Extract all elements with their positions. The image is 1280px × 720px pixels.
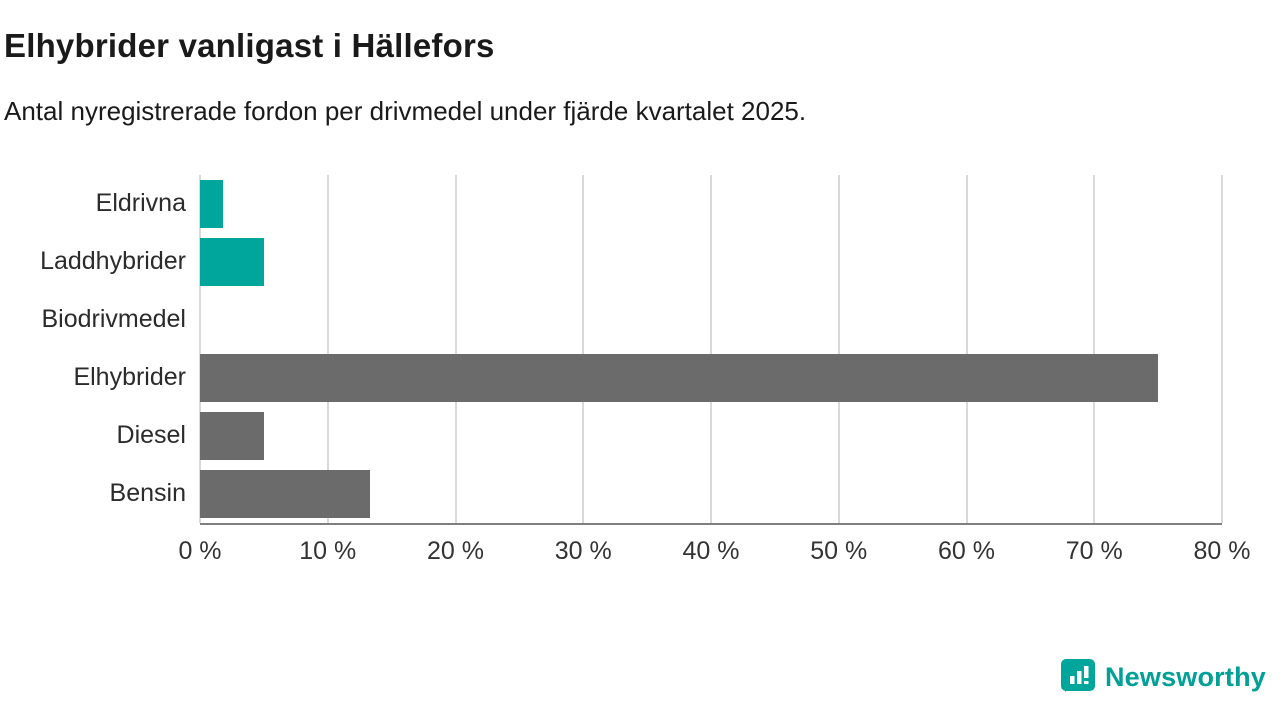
category-label: Laddhybrider bbox=[40, 247, 186, 276]
bar-diesel bbox=[200, 411, 264, 460]
x-tick-label: 50 % bbox=[810, 536, 868, 565]
bar-track bbox=[200, 349, 1222, 407]
x-tick-label: 70 % bbox=[1065, 536, 1123, 565]
gridline bbox=[1093, 174, 1096, 523]
newsworthy-logo-text: Newsworthy bbox=[1104, 662, 1266, 692]
x-axis-ticks: 0 % 10 % 20 % 30 % 40 % 50 % 60 % 70 % 80 % bbox=[178, 525, 1250, 573]
gridline bbox=[1221, 174, 1223, 523]
x-tick-label: 0 % bbox=[178, 536, 222, 565]
x-tick-label: 40 % bbox=[682, 536, 740, 565]
bar-track bbox=[200, 233, 1222, 291]
gridline bbox=[837, 174, 840, 523]
bars bbox=[200, 175, 1222, 523]
bar-track bbox=[200, 465, 1222, 523]
x-axis-spacer bbox=[4, 525, 200, 573]
gridline bbox=[454, 174, 457, 523]
category-labels: Eldrivna Laddhybrider Biodrivmedel Elhybrid… bbox=[4, 175, 200, 525]
gridline bbox=[710, 174, 712, 523]
x-tick-label: 80 % bbox=[1193, 536, 1251, 565]
gridline bbox=[326, 174, 329, 523]
category-label: Elhybrider bbox=[73, 363, 186, 392]
bar-bensin bbox=[200, 469, 370, 518]
bar-track bbox=[200, 291, 1222, 349]
bar-laddhybrider bbox=[200, 237, 264, 286]
chart-subtitle: Antal nyregistrerade fordon per drivmede… bbox=[4, 95, 807, 126]
x-tick-label: 20 % bbox=[427, 536, 484, 565]
newsworthy-chart-bubble-icon bbox=[1060, 657, 1097, 698]
category-label: Diesel bbox=[116, 421, 186, 450]
plot-area bbox=[199, 174, 1223, 525]
x-tick-label: 30 % bbox=[554, 536, 612, 565]
bar-track bbox=[200, 175, 1222, 233]
category-label: Bensin bbox=[109, 479, 186, 508]
bar-elhybrider bbox=[200, 353, 1159, 402]
bar-eldrivna bbox=[200, 179, 223, 228]
gridline bbox=[199, 174, 201, 523]
bar-chart: Eldrivna Laddhybrider Biodrivmedel Elhybrid… bbox=[4, 174, 1223, 525]
gridline bbox=[965, 174, 968, 523]
category-label: Eldrivna bbox=[95, 189, 186, 218]
gridline bbox=[582, 174, 585, 523]
x-axis: 0 % 10 % 20 % 30 % 40 % 50 % 60 % 70 % 80 % bbox=[4, 525, 1250, 573]
category-label: Biodrivmedel bbox=[41, 305, 186, 334]
chart-title: Elhybrider vanligast i Hällefors bbox=[4, 27, 495, 64]
bar-track bbox=[200, 407, 1222, 465]
gridlines bbox=[199, 174, 1223, 523]
x-tick-label: 10 % bbox=[299, 536, 357, 565]
x-tick-label: 60 % bbox=[938, 536, 995, 565]
newsworthy-logo: Newsworthy bbox=[1060, 657, 1266, 698]
